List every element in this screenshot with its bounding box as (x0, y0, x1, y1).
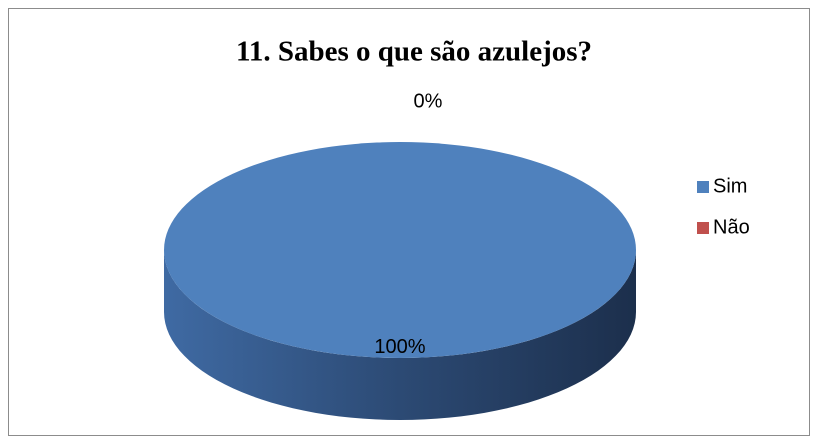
legend-swatch (697, 222, 709, 234)
legend-swatch (697, 181, 709, 193)
chart-title: 11. Sabes o que são azulejos? (236, 36, 592, 68)
pie-slice (164, 142, 636, 358)
pie-slice-side (164, 250, 636, 420)
data-label: 0% (414, 90, 443, 112)
data-label: 100% (374, 336, 425, 358)
legend-label: Sim (713, 175, 747, 197)
legend-label: Não (713, 216, 750, 238)
